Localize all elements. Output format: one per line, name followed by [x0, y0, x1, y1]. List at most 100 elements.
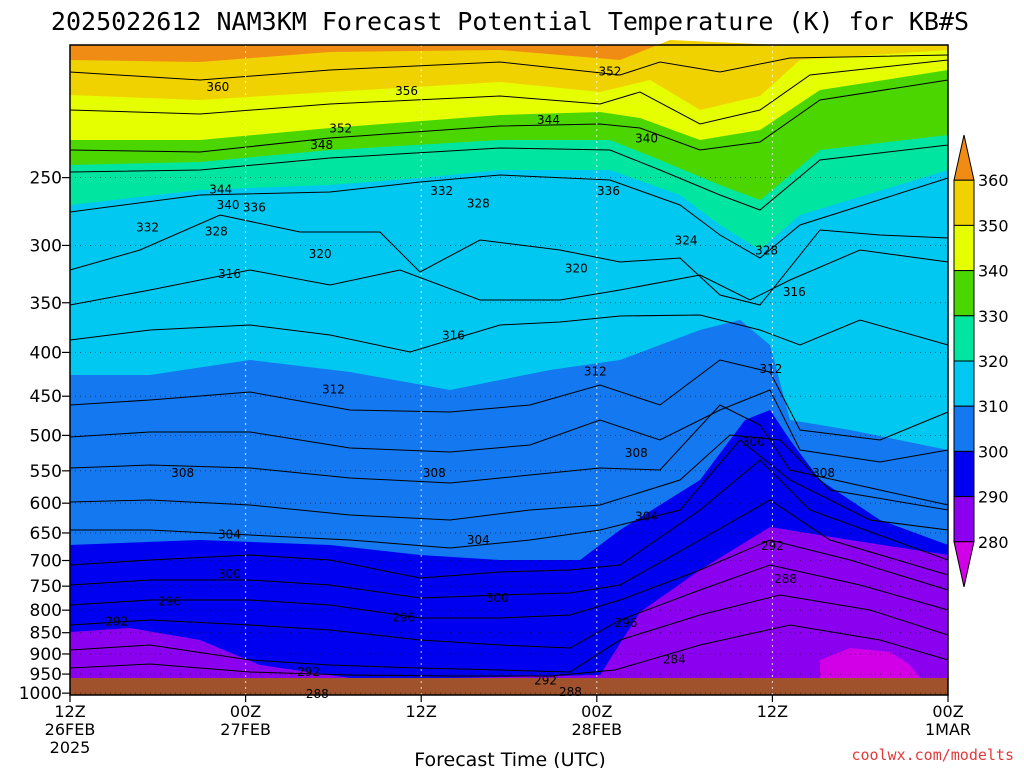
contour-line	[69, 144, 949, 211]
x-tick-label: 2025	[50, 738, 91, 757]
colorbar-swatch	[953, 541, 975, 588]
contour-label: 312	[584, 364, 607, 378]
colorbar-swatch	[953, 405, 975, 452]
ground-surface	[70, 678, 948, 695]
contour-label: 292	[297, 665, 320, 679]
chart-title: 2025022612 NAM3KM Forecast Potential Tem…	[51, 7, 969, 36]
y-tick-label: 350	[30, 294, 62, 314]
contour-label: 312	[759, 362, 782, 376]
contour-label: 288	[559, 685, 582, 699]
contour-label: 348	[310, 138, 333, 152]
colorbar-swatch	[953, 270, 975, 317]
x-tick-label: 00Z	[581, 702, 612, 721]
colorbar-label: 280	[978, 533, 1009, 552]
contour-label: 296	[615, 616, 638, 630]
x-tick-label: 26FEB	[45, 720, 96, 739]
x-tick-label: 12Z	[757, 702, 788, 721]
contour-label: 296	[158, 595, 181, 609]
contour-line	[69, 54, 949, 81]
contour-label: 328	[755, 243, 778, 257]
contour-label: 340	[217, 198, 240, 212]
colorbar-label: 320	[978, 352, 1009, 371]
contour-label: 300	[486, 591, 509, 605]
contour-line	[69, 594, 949, 673]
contour-label: 300	[742, 435, 765, 449]
contour-line	[69, 314, 949, 353]
contour-label: 292	[761, 539, 784, 553]
y-tick-label: 600	[30, 494, 62, 514]
y-tick-label: 850	[30, 624, 62, 644]
contour-label: 344	[209, 182, 232, 196]
colorbar-swatch	[953, 179, 975, 226]
y-tick-label: 250	[30, 169, 62, 189]
contour-lines	[69, 54, 949, 677]
contour-line	[69, 404, 949, 506]
x-tick-label: 1MAR	[925, 720, 971, 739]
contour-line	[69, 434, 949, 521]
contour-label: 340	[635, 131, 658, 145]
contour-label: 316	[442, 328, 465, 342]
contour-label: 308	[812, 466, 835, 480]
y-tick-label: 300	[30, 236, 62, 256]
contour-fill-band	[70, 527, 948, 695]
contour-line	[69, 214, 949, 306]
contour-fill-band	[820, 648, 920, 678]
contour-label: 284	[663, 652, 686, 666]
plot-frame	[69, 44, 949, 696]
contour-label: 336	[243, 201, 266, 215]
contour-label: 316	[218, 267, 241, 281]
y-tick-label: 650	[30, 524, 62, 544]
colorbar-label: 350	[978, 216, 1009, 235]
contour-label: 332	[430, 184, 453, 198]
y-tick-label: 950	[30, 665, 62, 685]
y-tick-label: 1000	[19, 684, 62, 704]
y-tick-label: 450	[30, 387, 62, 407]
y-tick-label: 500	[30, 426, 62, 446]
contour-line	[69, 79, 949, 153]
contour-label: 324	[675, 233, 698, 247]
contour-label: 352	[599, 65, 622, 79]
contour-label: 308	[171, 466, 194, 480]
contour-line	[69, 249, 949, 306]
contour-label: 352	[329, 121, 352, 135]
colorbar-legend: 360 350 340 330 320 310 300 290 280	[953, 134, 1009, 588]
contour-labels: 360 3563523523483443443403403363363323323…	[105, 65, 835, 701]
contour-line	[69, 59, 949, 125]
x-tick-label: 27FEB	[220, 720, 271, 739]
contour-label: 312	[322, 383, 345, 397]
contour-label: 292	[105, 615, 128, 629]
contour-label: 332	[136, 221, 159, 235]
contour-label: 336	[597, 184, 620, 198]
x-axis-label: Forecast Time (UTC)	[414, 749, 605, 768]
colorbar-label: 360	[978, 171, 1009, 190]
colorbar-label: 340	[978, 262, 1009, 281]
contour-line	[69, 539, 949, 619]
contour-label: 288	[774, 572, 797, 586]
contour-label: 320	[565, 261, 588, 275]
y-tick-label: 800	[30, 601, 62, 621]
colorbar-label: 300	[978, 442, 1009, 461]
y-tick-label: 900	[30, 645, 62, 665]
contour-label: 308	[423, 466, 446, 480]
contour-label: 344	[537, 113, 560, 127]
y-tick-label: 750	[30, 577, 62, 597]
x-tick-label: 28FEB	[571, 720, 622, 739]
colorbar-label: 330	[978, 307, 1009, 326]
contour-fill-layers	[70, 40, 948, 695]
contour-line	[69, 624, 949, 677]
contour-line	[69, 389, 949, 463]
contour-label: 300	[218, 567, 241, 581]
x-tick-label: 12Z	[406, 702, 437, 721]
x-tick-label: 00Z	[230, 702, 261, 721]
colorbar-label: 290	[978, 488, 1009, 507]
x-tick-label: 00Z	[932, 702, 963, 721]
x-tick-label: 12Z	[54, 702, 85, 721]
y-tick-label: 400	[30, 343, 62, 363]
y-axis: 2503003504004505005506006507007508008509…	[19, 169, 70, 704]
contour-line	[69, 174, 949, 259]
contour-label: 328	[205, 225, 228, 239]
contour-label: 356	[395, 84, 418, 98]
contour-label: 304	[218, 528, 241, 542]
